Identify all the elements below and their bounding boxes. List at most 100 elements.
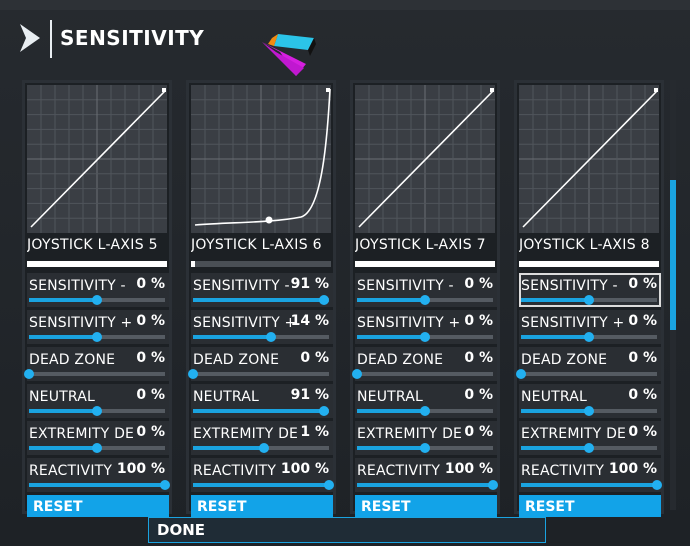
slider-knob[interactable] — [420, 332, 430, 342]
setting-value: 0 % — [136, 350, 165, 366]
setting-value: 0 % — [464, 276, 493, 292]
slider-knob[interactable] — [92, 406, 102, 416]
slider-knob[interactable] — [265, 332, 276, 342]
slider-knob[interactable] — [584, 443, 594, 453]
slider-knob[interactable] — [652, 480, 662, 490]
setting-row[interactable]: SENSITIVITY +0 % — [355, 310, 497, 344]
reset-button[interactable]: RESET — [27, 495, 169, 517]
setting-slider[interactable] — [357, 480, 498, 490]
setting-slider[interactable] — [516, 369, 657, 379]
slider-knob[interactable] — [420, 295, 430, 305]
slider-knob[interactable] — [584, 332, 594, 342]
setting-value: 100 % — [280, 461, 329, 477]
slider-knob[interactable] — [92, 443, 102, 453]
slider-fill — [193, 409, 324, 413]
setting-label: SENSITIVITY - — [357, 278, 454, 294]
setting-row[interactable]: DEAD ZONE 0 % — [24, 347, 169, 381]
setting-row[interactable]: SENSITIVITY +0 % — [27, 310, 169, 344]
setting-slider[interactable] — [193, 406, 329, 416]
axis-input-bar — [519, 261, 659, 267]
setting-row[interactable]: NEUTRAL 0 % — [355, 384, 497, 418]
setting-slider[interactable] — [193, 480, 334, 490]
slider-knob[interactable] — [318, 406, 329, 416]
reset-button[interactable]: RESET — [519, 495, 661, 517]
setting-slider[interactable] — [352, 369, 493, 379]
setting-slider[interactable] — [29, 406, 165, 416]
slider-knob[interactable] — [318, 295, 329, 305]
setting-row[interactable]: DEAD ZONE 0 % — [352, 347, 497, 381]
setting-value: 91 % — [290, 276, 329, 292]
setting-slider[interactable] — [24, 369, 165, 379]
setting-row[interactable]: SENSITIVITY +0 % — [519, 310, 661, 344]
slider-knob[interactable] — [92, 295, 102, 305]
slider-knob[interactable] — [488, 480, 498, 490]
setting-slider[interactable] — [29, 443, 165, 453]
slider-knob[interactable] — [352, 369, 362, 379]
slider-fill — [193, 298, 324, 302]
slider-knob[interactable] — [584, 295, 594, 305]
setting-slider[interactable] — [521, 406, 657, 416]
setting-slider[interactable] — [521, 480, 662, 490]
slider-knob[interactable] — [188, 369, 198, 379]
slider-knob[interactable] — [420, 443, 430, 453]
setting-slider[interactable] — [357, 332, 493, 342]
scrollbar-thumb[interactable] — [670, 180, 676, 330]
setting-slider[interactable] — [521, 332, 657, 342]
setting-slider[interactable] — [357, 406, 493, 416]
setting-slider[interactable] — [29, 295, 165, 305]
setting-row[interactable]: SENSITIVITY - 0 % — [519, 273, 661, 307]
setting-value: 0 % — [464, 424, 493, 440]
slider-knob[interactable] — [420, 406, 430, 416]
slider-knob[interactable] — [584, 406, 594, 416]
setting-row[interactable]: SENSITIVITY -91 % — [191, 273, 333, 307]
setting-row[interactable]: REACTIVITY 100 % — [355, 458, 498, 492]
setting-value: 0 % — [300, 350, 329, 366]
setting-row[interactable]: SENSITIVITY - 0 % — [355, 273, 497, 307]
setting-slider[interactable] — [521, 295, 657, 305]
setting-row[interactable]: SENSITIVITY +14 % — [191, 310, 333, 344]
setting-row[interactable]: NEUTRAL 0 % — [519, 384, 661, 418]
setting-value: 100 % — [116, 461, 165, 477]
setting-row[interactable]: DEAD ZONE 0 % — [516, 347, 661, 381]
slider-knob[interactable] — [92, 332, 102, 342]
axis-panel: JOYSTICK L-AXIS 6 SENSITIVITY -91 % SENSIT… — [186, 80, 336, 517]
setting-row[interactable]: DEAD ZONE 0 % — [188, 347, 333, 381]
reset-button[interactable]: RESET — [355, 495, 497, 517]
scrollbar[interactable] — [670, 80, 676, 510]
setting-slider[interactable] — [188, 369, 329, 379]
setting-slider[interactable] — [193, 332, 329, 342]
setting-row[interactable]: EXTREMITY DEAD ZONE1 % — [191, 421, 333, 455]
setting-row[interactable]: REACTIVITY 100 % — [191, 458, 334, 492]
mouse-cursor-icon — [262, 34, 316, 76]
setting-value: 14 % — [290, 313, 329, 329]
slider-knob[interactable] — [324, 480, 334, 490]
setting-row[interactable]: NEUTRAL 0 % — [27, 384, 169, 418]
setting-slider[interactable] — [29, 480, 170, 490]
setting-row[interactable]: REACTIVITY 100 % — [27, 458, 170, 492]
slider-fill — [521, 298, 589, 302]
curve-end-marker — [654, 88, 658, 92]
setting-slider[interactable] — [193, 443, 329, 453]
slider-knob[interactable] — [258, 443, 269, 453]
setting-slider[interactable] — [29, 332, 165, 342]
slider-fill — [521, 483, 657, 487]
slider-knob[interactable] — [160, 480, 170, 490]
setting-slider[interactable] — [521, 443, 657, 453]
slider-knob[interactable] — [516, 369, 526, 379]
slider-knob[interactable] — [24, 369, 34, 379]
setting-row[interactable]: SENSITIVITY - 0 % — [27, 273, 169, 307]
slider-fill — [357, 446, 425, 450]
done-button[interactable]: DONE — [148, 517, 546, 543]
setting-row[interactable]: NEUTRAL 91 % — [191, 384, 333, 418]
setting-slider[interactable] — [357, 295, 493, 305]
curve-end-marker — [162, 88, 166, 92]
setting-slider[interactable] — [193, 295, 329, 305]
setting-row[interactable]: REACTIVITY 100 % — [519, 458, 662, 492]
setting-value: 0 % — [628, 387, 657, 403]
setting-slider[interactable] — [357, 443, 493, 453]
reset-button[interactable]: RESET — [191, 495, 333, 517]
curve-svg — [27, 85, 167, 233]
